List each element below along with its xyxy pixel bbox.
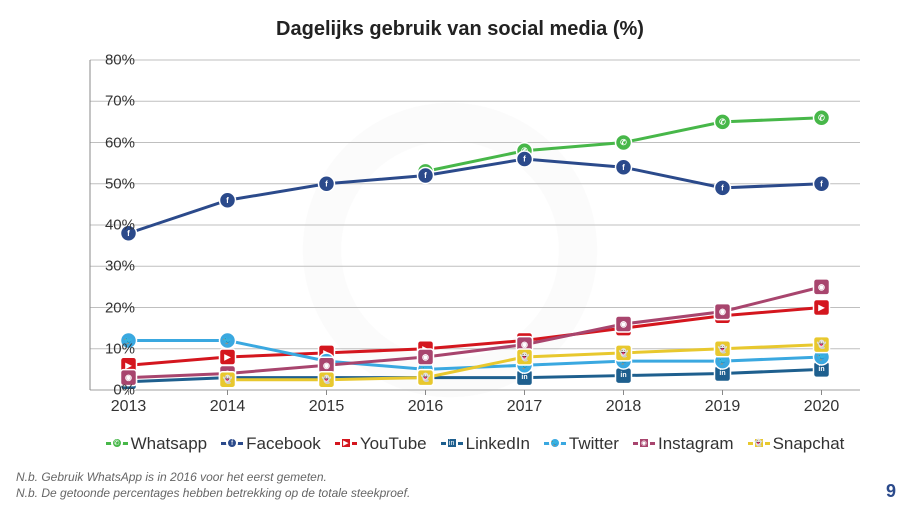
svg-text:▶: ▶ xyxy=(124,361,132,370)
svg-text:f: f xyxy=(424,171,427,180)
legend-label: LinkedIn xyxy=(466,434,530,454)
svg-text:👻: 👻 xyxy=(223,374,233,384)
y-tick-label: 30% xyxy=(87,258,135,275)
legend-label: YouTube xyxy=(360,434,427,454)
svg-text:f: f xyxy=(523,155,526,164)
footnote-1: N.b. Gebruik WhatsApp is in 2016 voor he… xyxy=(16,470,327,484)
legend-label: Facebook xyxy=(246,434,321,454)
marker-whatsapp: ✆ xyxy=(715,114,731,130)
x-tick-label: 2020 xyxy=(797,398,847,416)
svg-text:▶: ▶ xyxy=(817,303,825,312)
y-tick-label: 20% xyxy=(87,299,135,316)
svg-text:◉: ◉ xyxy=(323,361,330,370)
svg-text:✆: ✆ xyxy=(620,138,627,147)
x-tick-label: 2013 xyxy=(104,398,154,416)
svg-text:in: in xyxy=(818,366,824,373)
marker-facebook: f xyxy=(220,192,236,208)
marker-snapchat: 👻 xyxy=(220,372,236,388)
marker-youtube: ▶ xyxy=(220,349,236,365)
marker-twitter: 🐦 xyxy=(220,333,236,349)
marker-whatsapp: ✆ xyxy=(814,110,830,126)
marker-instagram: ◉ xyxy=(715,304,731,320)
legend-item-whatsapp: ✆Whatsapp xyxy=(106,434,208,454)
svg-text:👻: 👻 xyxy=(520,352,530,362)
marker-facebook: f xyxy=(715,180,731,196)
page-number: 9 xyxy=(886,481,896,502)
marker-instagram: ◉ xyxy=(418,349,434,365)
svg-text:◉: ◉ xyxy=(620,320,627,329)
chart-title: Dagelijks gebruik van social media (%) xyxy=(0,18,920,41)
marker-snapchat: 👻 xyxy=(319,372,335,388)
svg-text:in: in xyxy=(620,372,626,379)
x-tick-label: 2018 xyxy=(599,398,649,416)
legend-label: Instagram xyxy=(658,434,734,454)
marker-snapchat: 👻 xyxy=(715,341,731,357)
y-tick-label: 50% xyxy=(87,175,135,192)
marker-snapchat: 👻 xyxy=(616,345,632,361)
svg-text:🐦: 🐦 xyxy=(718,357,728,366)
chart-area: ✆✆✆✆✆ffffffff▶▶▶▶▶▶▶▶inininininininin🐦🐦🐦… xyxy=(90,60,860,390)
y-tick-label: 10% xyxy=(87,340,135,357)
marker-whatsapp: ✆ xyxy=(616,135,632,151)
y-tick-label: 70% xyxy=(87,93,135,110)
svg-text:f: f xyxy=(622,163,625,172)
marker-instagram: ◉ xyxy=(319,357,335,373)
svg-text:👻: 👻 xyxy=(817,339,827,349)
legend-item-youtube: ▶YouTube xyxy=(335,434,427,454)
svg-text:in: in xyxy=(719,370,725,377)
svg-text:◉: ◉ xyxy=(521,340,528,349)
y-tick-label: 60% xyxy=(87,134,135,151)
legend-label: Twitter xyxy=(569,434,619,454)
marker-snapchat: 👻 xyxy=(418,370,434,386)
svg-text:f: f xyxy=(226,196,229,205)
marker-snapchat: 👻 xyxy=(814,337,830,353)
svg-text:▶: ▶ xyxy=(223,353,231,362)
legend-item-twitter: 🐦Twitter xyxy=(544,434,619,454)
svg-text:👻: 👻 xyxy=(619,347,629,357)
svg-text:✆: ✆ xyxy=(818,113,825,122)
marker-facebook: f xyxy=(418,168,434,184)
svg-text:◉: ◉ xyxy=(422,353,429,362)
svg-text:◉: ◉ xyxy=(719,307,726,316)
x-tick-label: 2014 xyxy=(203,398,253,416)
x-tick-label: 2019 xyxy=(698,398,748,416)
legend: ✆Whatsapp fFacebook ▶YouTube inLinkedIn 🐦Twi… xyxy=(90,430,860,454)
svg-text:◉: ◉ xyxy=(818,282,825,291)
marker-snapchat: 👻 xyxy=(517,349,533,365)
marker-facebook: f xyxy=(319,176,335,192)
legend-item-snapchat: 👻Snapchat xyxy=(748,434,845,454)
marker-instagram: ◉ xyxy=(814,279,830,295)
svg-text:f: f xyxy=(325,179,328,188)
footnote-2: N.b. De getoonde percentages hebben betr… xyxy=(16,486,410,500)
svg-text:✆: ✆ xyxy=(719,117,726,126)
svg-text:🐦: 🐦 xyxy=(817,353,827,362)
legend-label: Whatsapp xyxy=(131,434,208,454)
marker-linkedin: in xyxy=(616,368,632,384)
svg-text:🐦: 🐦 xyxy=(223,336,233,345)
svg-text:in: in xyxy=(521,374,527,381)
marker-instagram: ◉ xyxy=(616,316,632,332)
legend-label: Snapchat xyxy=(773,434,845,454)
svg-text:👻: 👻 xyxy=(322,374,332,384)
svg-text:f: f xyxy=(820,179,823,188)
y-tick-label: 40% xyxy=(87,217,135,234)
marker-facebook: f xyxy=(517,151,533,167)
legend-item-instagram: ◉Instagram xyxy=(633,434,734,454)
svg-text:👻: 👻 xyxy=(718,343,728,353)
svg-text:f: f xyxy=(721,183,724,192)
marker-facebook: f xyxy=(616,159,632,175)
x-tick-label: 2015 xyxy=(302,398,352,416)
legend-item-facebook: fFacebook xyxy=(221,434,321,454)
legend-item-linkedin: inLinkedIn xyxy=(441,434,530,454)
svg-text:👻: 👻 xyxy=(421,372,431,382)
x-tick-label: 2017 xyxy=(500,398,550,416)
marker-youtube: ▶ xyxy=(814,300,830,316)
marker-facebook: f xyxy=(814,176,830,192)
y-tick-label: 80% xyxy=(87,52,135,69)
x-tick-label: 2016 xyxy=(401,398,451,416)
y-tick-label: 0% xyxy=(87,382,135,399)
